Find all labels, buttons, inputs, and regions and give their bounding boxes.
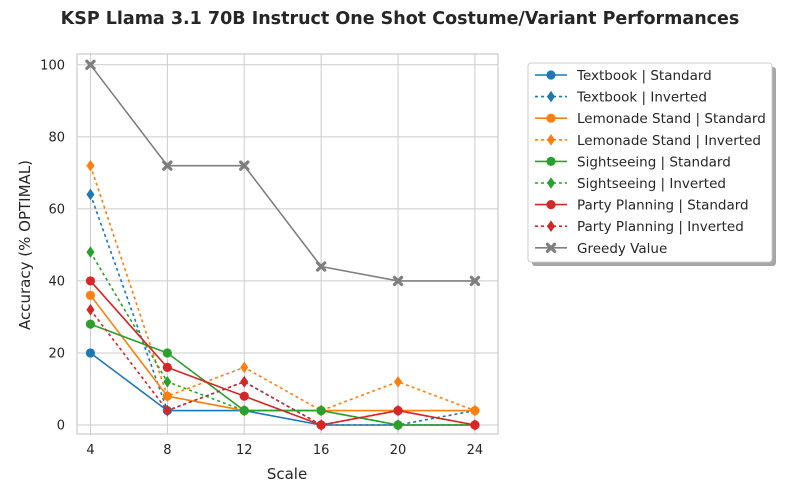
y-tick-label: 60 bbox=[48, 202, 65, 217]
legend-item: Lemonade Stand | Inverted bbox=[535, 133, 761, 149]
series-0 bbox=[85, 348, 480, 430]
chart-title: KSP Llama 3.1 70B Instruct One Shot Cost… bbox=[61, 9, 740, 29]
legend-marker bbox=[546, 70, 556, 80]
legend-marker bbox=[546, 200, 556, 210]
legend-item: Sightseeing | Inverted bbox=[535, 176, 726, 192]
data-point bbox=[163, 404, 172, 417]
legend-item: Textbook | Standard bbox=[535, 68, 712, 84]
data-point bbox=[394, 419, 403, 431]
legend: Textbook | Standard Textbook | Inverted Le… bbox=[527, 62, 776, 266]
plot-area bbox=[76, 53, 499, 435]
data-point bbox=[85, 348, 96, 358]
series-line bbox=[89, 165, 476, 412]
legend-label: Lemonade Stand | Inverted bbox=[577, 133, 761, 149]
data-point bbox=[394, 404, 403, 417]
series-8 bbox=[85, 59, 481, 287]
x-axis-label: Scale bbox=[267, 465, 307, 483]
legend-marker bbox=[547, 177, 555, 189]
legend-label: Sightseeing | Standard bbox=[577, 154, 731, 170]
legend-label: Party Planning | Inverted bbox=[577, 219, 744, 235]
y-tick-label: 80 bbox=[48, 130, 65, 145]
x-tick-label: 8 bbox=[163, 443, 171, 458]
data-point bbox=[85, 276, 96, 286]
series-line bbox=[89, 64, 475, 282]
legend-label: Lemonade Stand | Standard bbox=[577, 111, 766, 127]
y-axis-label: Accuracy (% OPTIMAL) bbox=[16, 160, 34, 330]
y-tick-label: 100 bbox=[40, 58, 65, 73]
x-tick-label: 24 bbox=[467, 443, 484, 458]
legend-item: Party Planning | Standard bbox=[535, 198, 749, 214]
data-point bbox=[394, 375, 403, 388]
x-tick-label: 20 bbox=[390, 443, 407, 458]
x-tick-label: 12 bbox=[236, 443, 253, 458]
legend-items: Textbook | Standard Textbook | Inverted Le… bbox=[535, 68, 766, 257]
data-point bbox=[85, 319, 96, 329]
series-line bbox=[89, 280, 476, 426]
data-point bbox=[317, 404, 326, 417]
legend-item: Textbook | Inverted bbox=[535, 90, 707, 106]
legend-item: Sightseeing | Standard bbox=[535, 154, 731, 170]
data-point bbox=[240, 361, 249, 374]
data-point bbox=[163, 390, 172, 402]
series-4 bbox=[85, 319, 480, 430]
legend-label: Greedy Value bbox=[577, 241, 667, 257]
legend-label: Textbook | Standard bbox=[576, 68, 712, 84]
legend-item: Lemonade Stand | Standard bbox=[535, 111, 766, 127]
data-point bbox=[162, 362, 172, 372]
data-point bbox=[240, 375, 249, 388]
series-3 bbox=[86, 159, 479, 417]
data-point bbox=[469, 275, 481, 287]
data-point bbox=[162, 160, 173, 171]
x-tick-label: 16 bbox=[313, 443, 330, 458]
data-point bbox=[86, 188, 95, 201]
data-point bbox=[315, 261, 327, 272]
data-point bbox=[240, 404, 249, 417]
legend-box bbox=[527, 62, 773, 263]
tick-labels: 4 8 12 16 20 24 0 20 40 60 80 100 bbox=[40, 58, 483, 458]
grid bbox=[77, 54, 498, 434]
series-line bbox=[89, 309, 476, 426]
legend-label: Textbook | Inverted bbox=[576, 90, 707, 106]
series-layer bbox=[85, 59, 481, 431]
y-tick-label: 20 bbox=[48, 346, 65, 361]
legend-label: Party Planning | Standard bbox=[577, 198, 749, 214]
legend-item: Greedy Value bbox=[535, 241, 667, 257]
data-point bbox=[317, 419, 326, 431]
legend-marker bbox=[547, 220, 555, 232]
x-tick-label: 4 bbox=[86, 443, 94, 458]
legend-marker bbox=[547, 134, 555, 146]
data-point bbox=[470, 404, 479, 417]
data-point bbox=[85, 59, 96, 71]
legend-item: Party Planning | Inverted bbox=[535, 219, 744, 235]
data-point bbox=[470, 419, 479, 431]
data-point bbox=[239, 160, 250, 171]
series-7 bbox=[86, 303, 479, 431]
legend-label: Sightseeing | Inverted bbox=[577, 176, 726, 192]
data-point bbox=[86, 246, 95, 258]
y-tick-label: 0 bbox=[57, 418, 65, 433]
legend-marker bbox=[545, 242, 557, 253]
legend-marker bbox=[547, 90, 555, 103]
data-point bbox=[85, 290, 96, 300]
legend-marker bbox=[546, 113, 556, 123]
data-point bbox=[162, 348, 172, 358]
y-tick-label: 40 bbox=[48, 274, 65, 289]
data-point bbox=[392, 275, 404, 287]
data-point bbox=[163, 375, 172, 388]
data-point bbox=[86, 303, 95, 316]
legend-marker bbox=[546, 156, 556, 166]
data-point bbox=[239, 391, 249, 401]
data-point bbox=[86, 159, 95, 172]
series-line bbox=[89, 194, 476, 426]
